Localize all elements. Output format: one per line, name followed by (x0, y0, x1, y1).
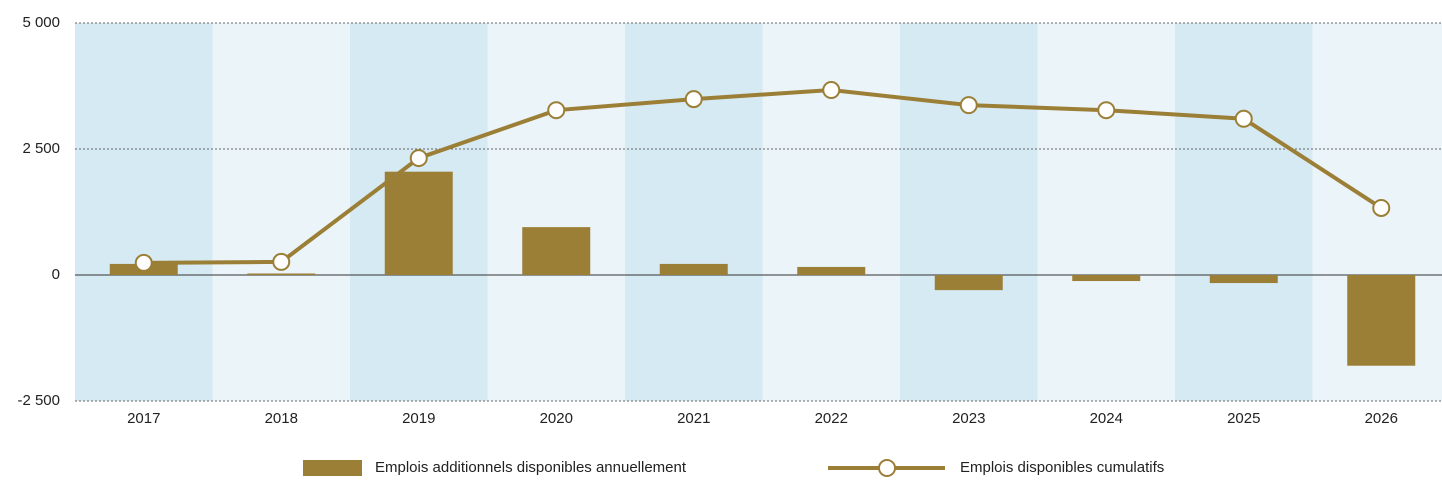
band (900, 23, 1038, 401)
bar (1072, 275, 1141, 282)
legend-label: Emplois additionnels disponibles annuell… (375, 459, 687, 476)
line (143, 88, 1383, 265)
x-tick-label: 2022 (815, 410, 848, 427)
point (959, 96, 978, 115)
bar (247, 273, 316, 275)
x-tick-label: 2026 (1365, 410, 1398, 427)
y-tick-label: 5 000 (22, 14, 60, 31)
point (1097, 101, 1116, 120)
band (1037, 23, 1175, 401)
band (75, 23, 213, 401)
x-tick-label: 2025 (1227, 410, 1260, 427)
point (547, 101, 566, 120)
bar (1347, 275, 1416, 366)
x-tick-label: 2021 (677, 410, 710, 427)
band (625, 23, 763, 401)
bar (384, 171, 453, 275)
legend-label: Emplois disponibles cumulatifs (960, 459, 1164, 476)
point (409, 149, 428, 168)
bar (522, 227, 591, 275)
band (487, 23, 625, 401)
bar (797, 266, 866, 275)
y-tick-label: 2 500 (22, 140, 60, 157)
band (762, 23, 900, 401)
x-tick-label: 2017 (127, 410, 160, 427)
x-tick-label: 2020 (540, 410, 573, 427)
point (822, 81, 841, 100)
x-tick-label: 2018 (265, 410, 298, 427)
point (684, 90, 703, 109)
point (134, 253, 153, 272)
y-tick-label: -2 500 (17, 392, 60, 409)
y-tick-label: 0 (52, 266, 60, 283)
x-tick-label: 2024 (1090, 410, 1123, 427)
bar (1209, 275, 1278, 284)
bar (659, 263, 728, 275)
band (1175, 23, 1313, 401)
point (272, 252, 291, 271)
point (1372, 198, 1391, 217)
band (212, 23, 350, 401)
bar (934, 275, 1003, 291)
x-tick-label: 2023 (952, 410, 985, 427)
point (1234, 109, 1253, 128)
legend-swatch (878, 459, 896, 477)
legend-swatch (303, 460, 362, 476)
x-tick-label: 2019 (402, 410, 435, 427)
